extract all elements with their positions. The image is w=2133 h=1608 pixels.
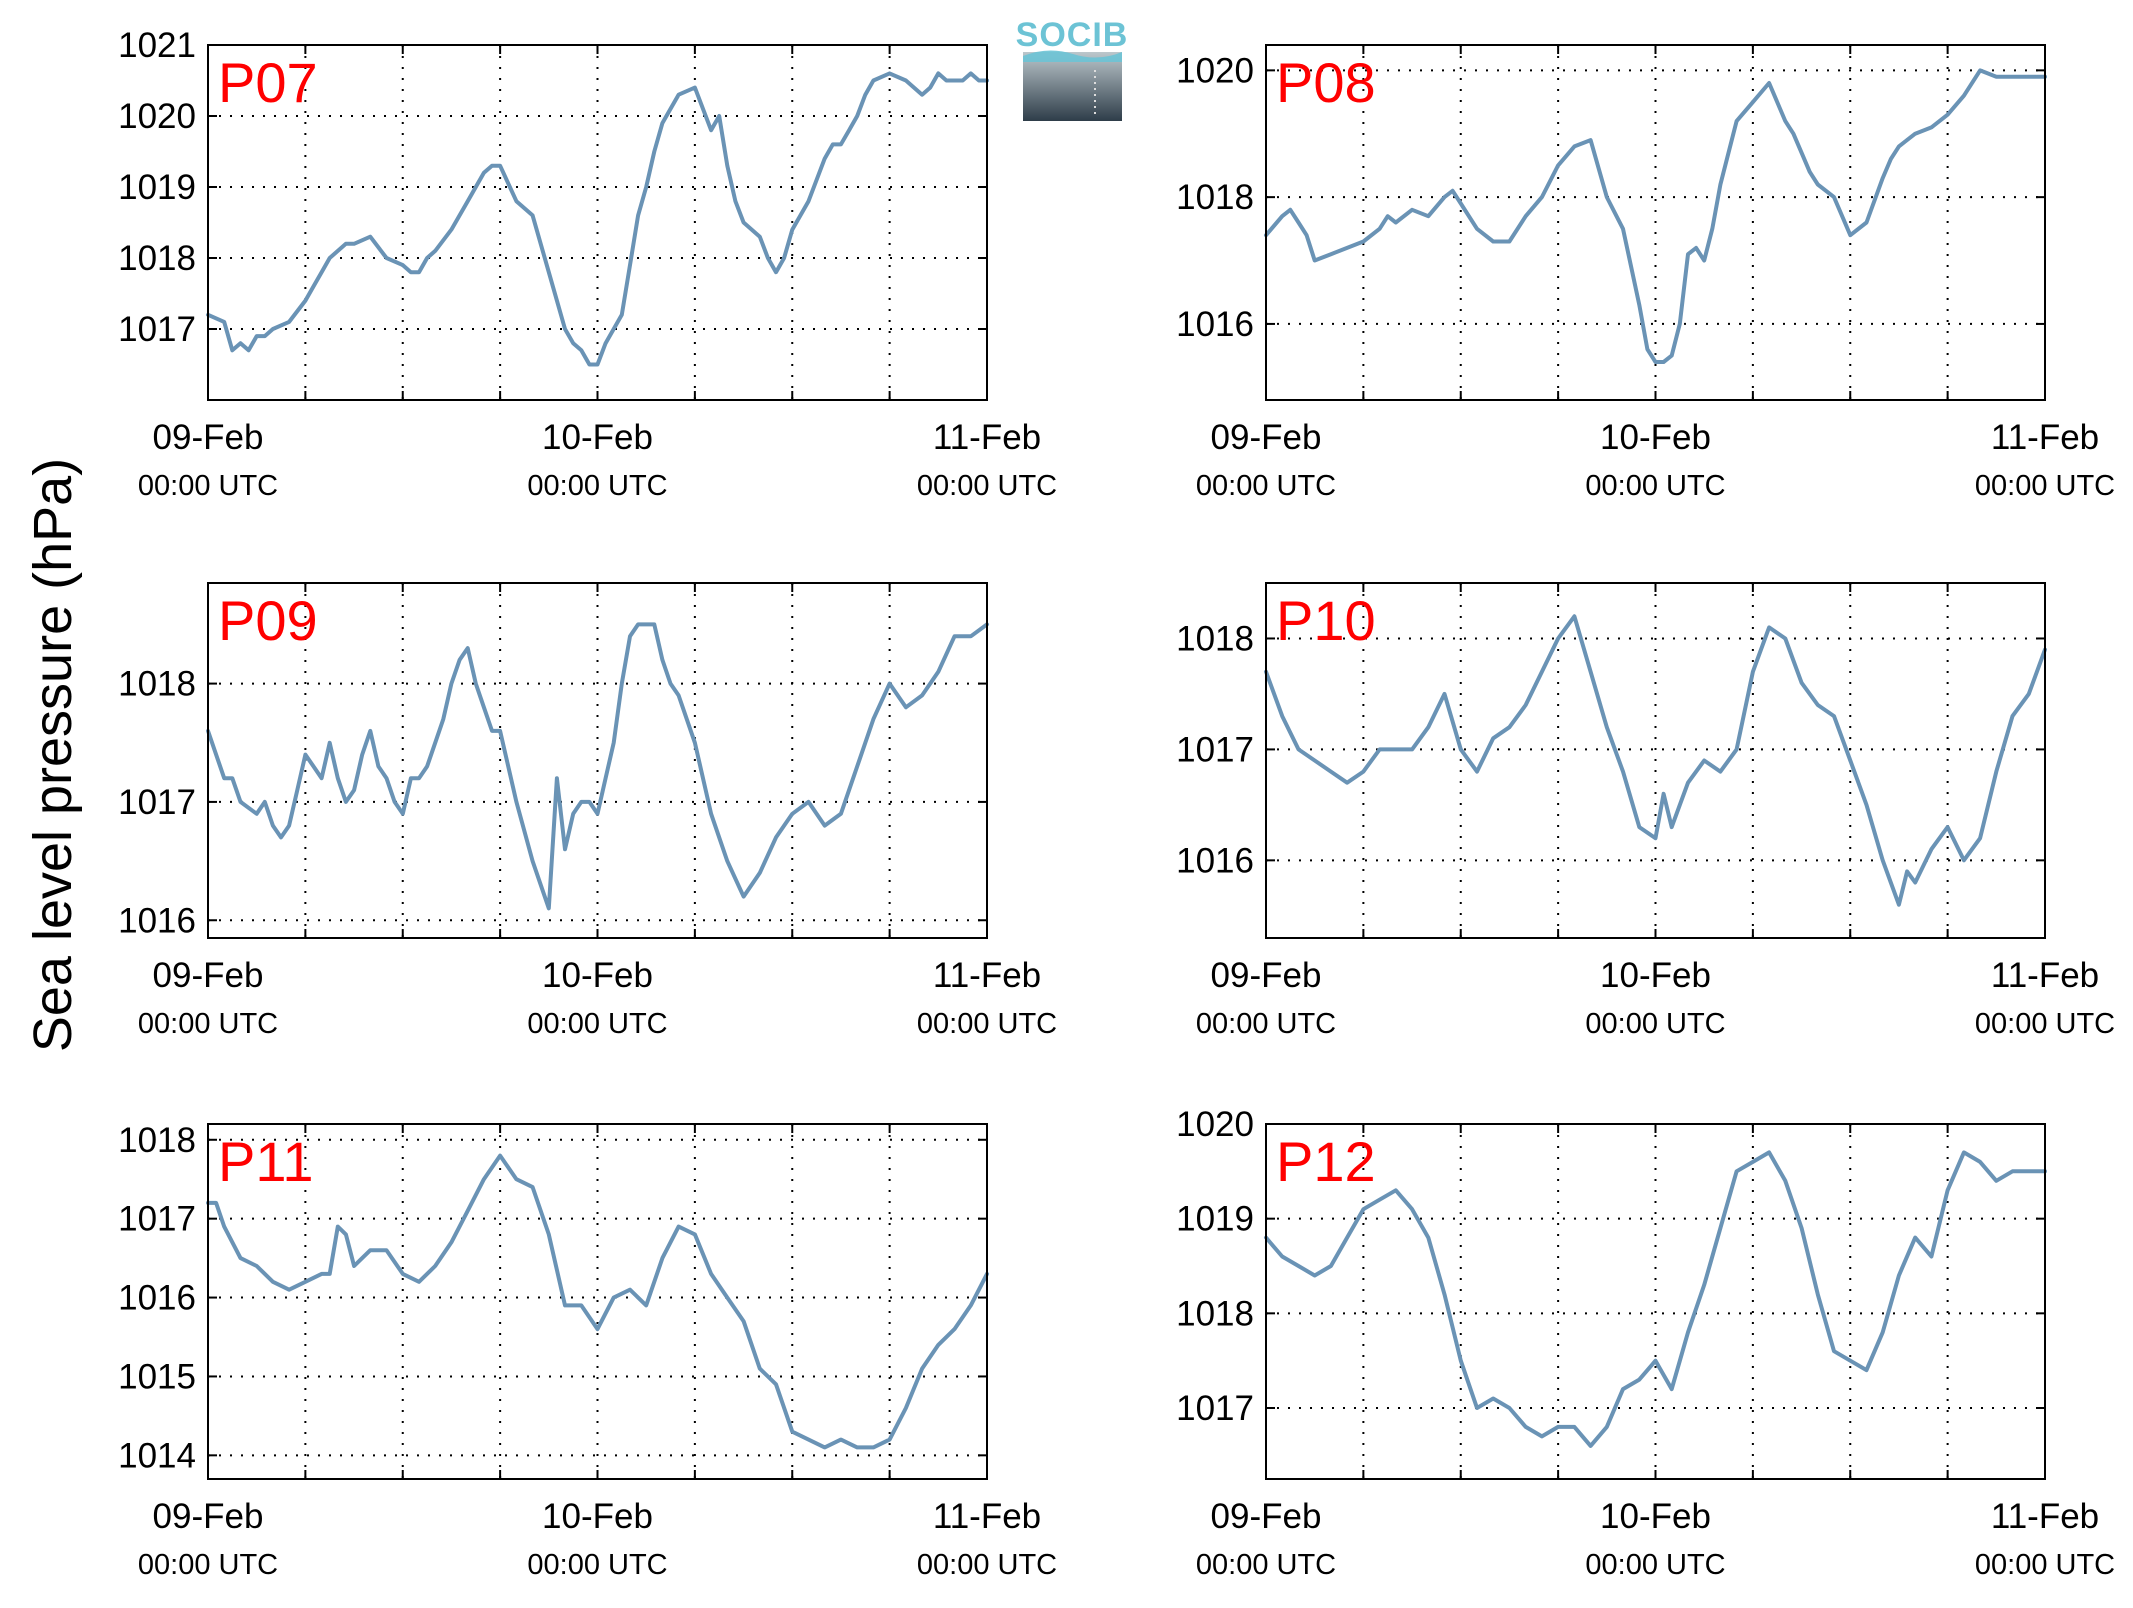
x-tick-date-label: 11-Feb <box>933 418 1041 457</box>
x-tick-time-label: 00:00 UTC <box>527 1549 667 1581</box>
y-tick-label: 1017 <box>118 783 196 822</box>
x-tick-time-label: 00:00 UTC <box>1196 1008 1336 1040</box>
x-tick-date-label: 09-Feb <box>1211 956 1322 995</box>
y-tick-label: 1018 <box>118 665 196 704</box>
y-tick-label: 1015 <box>118 1357 196 1396</box>
socib-logo: SOCIB <box>1016 16 1129 121</box>
plot-frame <box>1265 582 2046 939</box>
y-tick-label: 1019 <box>118 168 196 207</box>
x-tick-date-label: 11-Feb <box>1991 418 2099 457</box>
y-tick-label: 1018 <box>1176 1294 1254 1333</box>
y-tick-label: 1017 <box>1176 1389 1254 1428</box>
x-tick-time-label: 00:00 UTC <box>138 1008 278 1040</box>
station-label: P07 <box>218 51 318 114</box>
x-tick-date-label: 11-Feb <box>1991 956 2099 995</box>
x-tick-date-label: 11-Feb <box>933 956 1041 995</box>
y-tick-label: 1018 <box>1176 178 1254 217</box>
y-tick-label: 1019 <box>1176 1200 1254 1239</box>
panel-p11: 1014 1015 1016 1017 1018 09-Feb 00:00 UTC 10-Fe… <box>118 1121 1057 1581</box>
x-tick-time-label: 00:00 UTC <box>1585 1008 1725 1040</box>
y-tick-label: 1016 <box>118 1279 196 1318</box>
y-tick-label: 1017 <box>118 1200 196 1239</box>
y-tick-label: 1016 <box>118 901 196 940</box>
y-tick-label: 1018 <box>1176 619 1254 658</box>
series-line-p07 <box>206 71 989 367</box>
logo-text: SOCIB <box>1016 16 1129 54</box>
y-tick-label: 1021 <box>118 26 196 65</box>
x-tick-time-label: 00:00 UTC <box>1196 470 1336 502</box>
logo-wave <box>1023 50 1122 62</box>
x-tick-time-label: 00:00 UTC <box>527 470 667 502</box>
station-label: P10 <box>1276 589 1376 652</box>
x-tick-time-label: 00:00 UTC <box>1196 1549 1336 1581</box>
y-tick-label: 1017 <box>1176 730 1254 769</box>
x-tick-date-label: 09-Feb <box>1211 1497 1322 1536</box>
x-tick-time-label: 00:00 UTC <box>917 1008 1057 1040</box>
y-tick-label: 1016 <box>1176 841 1254 880</box>
x-tick-time-label: 00:00 UTC <box>1975 1549 2115 1581</box>
x-tick-date-label: 09-Feb <box>153 418 264 457</box>
station-label: P12 <box>1276 1130 1376 1193</box>
x-tick-time-label: 00:00 UTC <box>917 1549 1057 1581</box>
plot-frame <box>207 1123 988 1480</box>
x-tick-time-label: 00:00 UTC <box>527 1008 667 1040</box>
plot-frame <box>1265 44 2046 401</box>
station-label: P08 <box>1276 51 1376 114</box>
x-tick-date-label: 10-Feb <box>542 1497 653 1536</box>
x-tick-date-label: 10-Feb <box>1600 1497 1711 1536</box>
y-tick-label: 1020 <box>1176 1105 1254 1144</box>
panel-p12: 1017 1018 1019 1020 09-Feb 00:00 UTC 10-Feb 00:… <box>1176 1105 2115 1581</box>
x-tick-date-label: 10-Feb <box>542 418 653 457</box>
x-tick-time-label: 00:00 UTC <box>138 1549 278 1581</box>
y-axis-label: Sea level pressure (hPa) <box>23 458 83 1052</box>
x-tick-time-label: 00:00 UTC <box>1975 470 2115 502</box>
x-tick-date-label: 09-Feb <box>1211 418 1322 457</box>
station-label: P11 <box>218 1130 313 1193</box>
y-tick-label: 1020 <box>118 97 196 136</box>
series-line-p09 <box>206 622 989 911</box>
series-line-p08 <box>1264 68 2047 364</box>
logo-gradient-block <box>1023 52 1122 121</box>
y-tick-label: 1018 <box>118 239 196 278</box>
plot-frame <box>207 582 988 939</box>
x-tick-date-label: 09-Feb <box>153 956 264 995</box>
x-tick-time-label: 00:00 UTC <box>1585 1549 1725 1581</box>
panel-p09: 1016 1017 1018 09-Feb 00:00 UTC 10-Feb 00:00 U… <box>118 582 1057 1040</box>
x-tick-time-label: 00:00 UTC <box>1975 1008 2115 1040</box>
y-tick-label: 1020 <box>1176 51 1254 90</box>
series-line-p10 <box>1264 614 2047 907</box>
x-tick-time-label: 00:00 UTC <box>1585 470 1725 502</box>
series-line-p11 <box>206 1153 989 1450</box>
x-tick-date-label: 10-Feb <box>542 956 653 995</box>
plot-frame <box>1265 1123 2046 1480</box>
y-tick-label: 1017 <box>118 310 196 349</box>
panel-p10: 1016 1017 1018 09-Feb 00:00 UTC 10-Feb 00:00 U… <box>1176 582 2115 1040</box>
x-tick-date-label: 11-Feb <box>1991 1497 2099 1536</box>
y-tick-label: 1016 <box>1176 305 1254 344</box>
panel-p07: 1017 1018 1019 1020 1021 09-Feb 00:00 UTC 10-Fe… <box>118 26 1057 502</box>
x-tick-date-label: 10-Feb <box>1600 956 1711 995</box>
x-tick-time-label: 00:00 UTC <box>138 470 278 502</box>
plot-frame <box>207 44 988 401</box>
y-tick-label: 1014 <box>118 1436 196 1475</box>
series-line-p12 <box>1264 1150 2047 1448</box>
panel-p08: 1016 1018 1020 09-Feb 00:00 UTC 10-Feb 00:00 U… <box>1176 44 2115 502</box>
y-tick-label: 1018 <box>118 1121 196 1160</box>
x-tick-date-label: 09-Feb <box>153 1497 264 1536</box>
x-tick-date-label: 10-Feb <box>1600 418 1711 457</box>
x-tick-time-label: 00:00 UTC <box>917 470 1057 502</box>
x-tick-date-label: 11-Feb <box>933 1497 1041 1536</box>
station-label: P09 <box>218 589 318 652</box>
